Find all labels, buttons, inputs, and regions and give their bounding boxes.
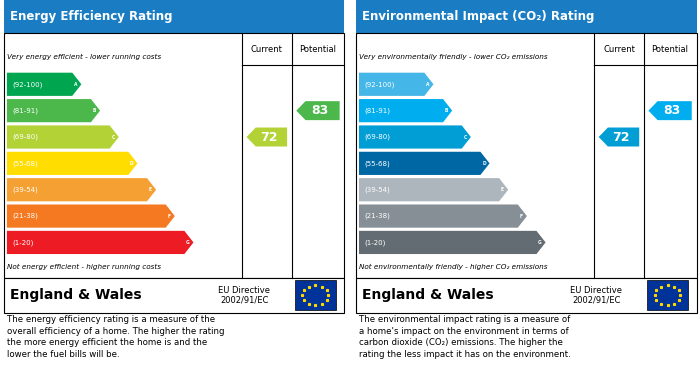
Polygon shape <box>7 99 100 122</box>
Text: 83: 83 <box>664 104 680 117</box>
Text: Very environmentally friendly - lower CO₂ emissions: Very environmentally friendly - lower CO… <box>359 54 547 60</box>
Text: A: A <box>426 82 430 87</box>
Text: EU Directive
2002/91/EC: EU Directive 2002/91/EC <box>218 285 270 305</box>
Polygon shape <box>7 231 193 254</box>
FancyBboxPatch shape <box>4 0 344 33</box>
Polygon shape <box>7 73 81 96</box>
Text: (81-91): (81-91) <box>12 108 38 114</box>
Text: C: C <box>111 135 115 140</box>
Text: (55-68): (55-68) <box>12 160 38 167</box>
Text: 72: 72 <box>260 131 277 143</box>
FancyBboxPatch shape <box>647 280 688 310</box>
FancyBboxPatch shape <box>356 278 696 313</box>
FancyBboxPatch shape <box>4 33 344 278</box>
Text: England & Wales: England & Wales <box>363 288 494 302</box>
Text: F: F <box>519 213 522 219</box>
Text: A: A <box>74 82 78 87</box>
Text: Current: Current <box>603 45 635 54</box>
Text: B: B <box>92 108 96 113</box>
Text: E: E <box>148 187 152 192</box>
Text: Potential: Potential <box>300 45 337 54</box>
Polygon shape <box>7 126 119 149</box>
Text: (39-54): (39-54) <box>364 187 390 193</box>
Text: C: C <box>463 135 467 140</box>
Text: B: B <box>444 108 448 113</box>
Text: (21-38): (21-38) <box>12 213 38 219</box>
Text: Current: Current <box>251 45 283 54</box>
Text: G: G <box>186 240 190 245</box>
Polygon shape <box>359 99 452 122</box>
Polygon shape <box>598 127 639 147</box>
Text: EU Directive
2002/91/EC: EU Directive 2002/91/EC <box>570 285 622 305</box>
Polygon shape <box>359 73 433 96</box>
Text: Environmental Impact (CO₂) Rating: Environmental Impact (CO₂) Rating <box>363 10 595 23</box>
Text: (81-91): (81-91) <box>364 108 390 114</box>
Polygon shape <box>359 126 471 149</box>
Text: D: D <box>130 161 134 166</box>
Polygon shape <box>246 127 287 147</box>
Text: (39-54): (39-54) <box>12 187 38 193</box>
Polygon shape <box>359 152 489 175</box>
Text: (92-100): (92-100) <box>12 81 43 88</box>
Text: F: F <box>167 213 170 219</box>
Text: (69-80): (69-80) <box>364 134 390 140</box>
Text: D: D <box>482 161 486 166</box>
Text: England & Wales: England & Wales <box>10 288 142 302</box>
Polygon shape <box>359 204 527 228</box>
Text: (55-68): (55-68) <box>364 160 390 167</box>
FancyBboxPatch shape <box>356 33 696 278</box>
Text: E: E <box>500 187 504 192</box>
Text: The environmental impact rating is a measure of
a home's impact on the environme: The environmental impact rating is a mea… <box>359 315 570 359</box>
Polygon shape <box>296 101 339 120</box>
Polygon shape <box>359 178 508 201</box>
FancyBboxPatch shape <box>356 0 696 33</box>
Text: (1-20): (1-20) <box>364 239 386 246</box>
Text: Not environmentally friendly - higher CO₂ emissions: Not environmentally friendly - higher CO… <box>359 264 547 270</box>
Polygon shape <box>359 231 545 254</box>
Text: Energy Efficiency Rating: Energy Efficiency Rating <box>10 10 173 23</box>
Text: 83: 83 <box>312 104 328 117</box>
Text: (1-20): (1-20) <box>12 239 34 246</box>
Polygon shape <box>648 101 692 120</box>
Text: Not energy efficient - higher running costs: Not energy efficient - higher running co… <box>7 264 161 270</box>
Text: Potential: Potential <box>652 45 689 54</box>
Polygon shape <box>7 152 137 175</box>
Text: 72: 72 <box>612 131 629 143</box>
Text: (92-100): (92-100) <box>364 81 395 88</box>
Polygon shape <box>7 204 175 228</box>
FancyBboxPatch shape <box>4 278 344 313</box>
Polygon shape <box>7 178 156 201</box>
Text: G: G <box>538 240 542 245</box>
Text: The energy efficiency rating is a measure of the
overall efficiency of a home. T: The energy efficiency rating is a measur… <box>7 315 225 359</box>
Text: Very energy efficient - lower running costs: Very energy efficient - lower running co… <box>7 54 161 60</box>
Text: (69-80): (69-80) <box>12 134 38 140</box>
FancyBboxPatch shape <box>295 280 336 310</box>
Text: (21-38): (21-38) <box>364 213 390 219</box>
